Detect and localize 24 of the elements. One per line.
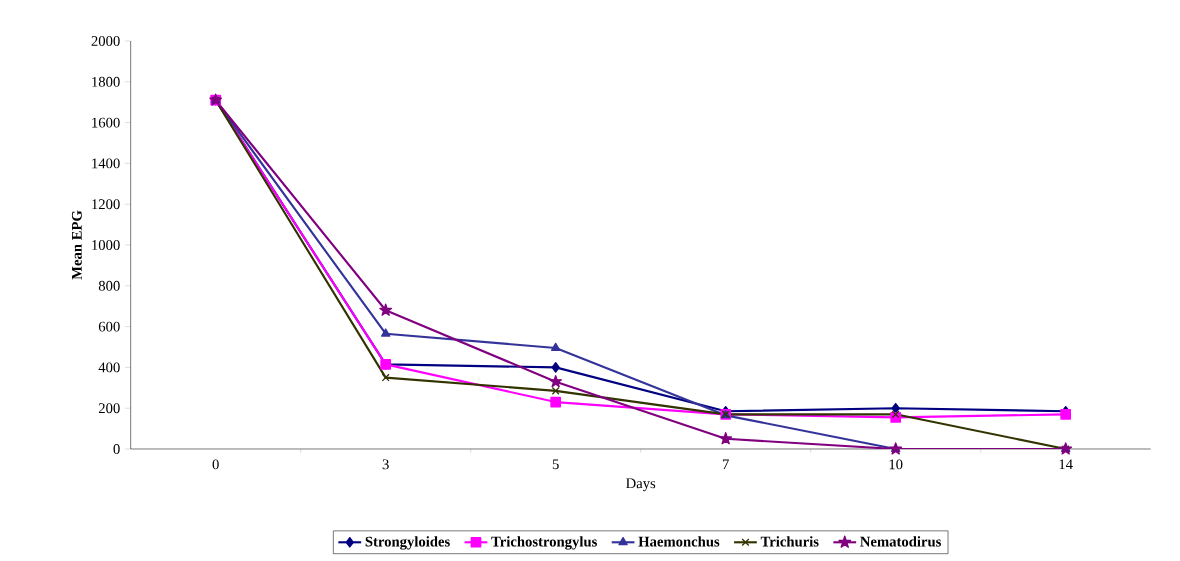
y-tick-label: 1600 bbox=[92, 117, 120, 128]
legend-label: Strongyloides bbox=[365, 536, 450, 550]
x-tick-label: 0 bbox=[212, 459, 219, 470]
y-tick-label: 1200 bbox=[92, 199, 120, 210]
y-tick-label: 0 bbox=[113, 444, 120, 454]
y-tick-label: 1000 bbox=[92, 240, 120, 250]
x-tick-label: 10 bbox=[889, 459, 903, 470]
x-axis-title: Days bbox=[626, 478, 656, 492]
y-tick-label: 1400 bbox=[92, 158, 120, 169]
y-axis-title: Mean EPG bbox=[71, 210, 82, 280]
y-tick-label: 200 bbox=[98, 403, 120, 414]
y-tick-label: 1800 bbox=[92, 76, 120, 87]
y-tick-label: 400 bbox=[98, 362, 120, 373]
x-tick-label: 5 bbox=[552, 459, 559, 470]
legend-label: Trichostrongylus bbox=[491, 536, 597, 550]
legend-label: Haemonchus bbox=[638, 536, 720, 547]
x-tick-label: 3 bbox=[382, 459, 389, 470]
y-tick-label: 800 bbox=[98, 280, 120, 291]
y-tick-label: 2000 bbox=[91, 36, 120, 46]
y-tick-label: 600 bbox=[98, 321, 120, 332]
legend-label: Nematodirus bbox=[860, 536, 941, 547]
legend-label: Trichuris bbox=[760, 536, 819, 547]
x-tick-label: 14 bbox=[1059, 459, 1073, 470]
x-tick-label: 7 bbox=[722, 459, 729, 470]
